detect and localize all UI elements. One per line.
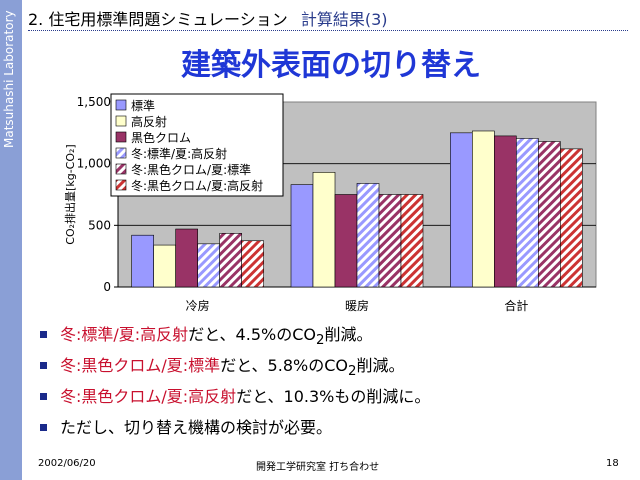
legend-swatch: [115, 147, 127, 159]
section-number: 2.: [28, 10, 44, 29]
bar: [290, 184, 314, 288]
bullet-marker: [40, 393, 47, 400]
slide-title: 建築外表面の切り替え: [181, 48, 481, 83]
legend-entry: 冬:黒色クロム/夏:標準: [131, 162, 251, 177]
bullet-text: だと、4.5%のCO: [188, 325, 316, 344]
bar: [197, 243, 220, 288]
footer-meeting: 開発工学研究室 打ち合わせ: [256, 462, 380, 473]
header-divider: [28, 30, 628, 31]
legend-entry: 冬:黒色クロム/夏:高反射: [131, 178, 263, 193]
bar: [378, 194, 402, 288]
legend-entry: 黒色クロム: [131, 131, 191, 145]
bullet-item: 冬:黒色クロム/夏:高反射だと、10.3%もの削減に。: [40, 384, 630, 415]
legend-swatch: [115, 99, 127, 111]
y-tick-label: 500: [88, 218, 111, 232]
footer-date: 2002/06/20: [38, 458, 96, 469]
bullet-item: ただし、切り替え機構の検討が必要。: [40, 415, 630, 446]
bullet-highlight: 冬:黒色クロム/夏:高反射: [60, 387, 237, 406]
section-title: 住宅用標準問題シミュレーション: [48, 10, 288, 29]
bar: [472, 130, 495, 288]
bar: [334, 194, 358, 288]
y-tick-label: 1,000: [77, 157, 111, 171]
bar: [450, 132, 473, 288]
bar: [516, 138, 539, 288]
bullet-text-end: 削減。: [324, 325, 373, 344]
bar: [131, 234, 154, 288]
footer-page-number: 18: [606, 458, 619, 469]
bullet-item: 冬:黒色クロム/夏:標準だと、5.8%のCO2削減。: [40, 353, 630, 384]
legend-entry: 標準: [131, 98, 155, 113]
legend: [110, 93, 284, 197]
bullet-highlight: 冬:黒色クロム/夏:標準: [60, 356, 221, 375]
legend-entry: 高反射: [131, 114, 167, 129]
bar: [494, 135, 517, 288]
bar: [400, 194, 424, 288]
y-axis-label: CO₂排出量[kg-CO₂]: [63, 144, 77, 244]
legend-swatch: [115, 131, 127, 143]
bar: [175, 228, 198, 288]
sidebar-band: Matsuhashi Laboratory: [0, 0, 22, 480]
lab-name: Matsuhashi Laboratory: [2, 10, 16, 148]
x-category-label: 暖房: [345, 298, 369, 313]
bullet-text-end: 削減。: [356, 356, 405, 375]
x-category-label: 冷房: [186, 298, 210, 313]
bullet-marker: [40, 362, 47, 369]
bullet-subscript: 2: [347, 364, 357, 380]
bullet-list: 冬:標準/夏:高反射だと、4.5%のCO2削減。 冬:黒色クロム/夏:標準だと、…: [40, 322, 630, 446]
bar: [356, 183, 380, 288]
slide-header: 2. 住宅用標準問題シミュレーション 計算結果(3): [28, 6, 388, 30]
bullet-text: だと、10.3%もの削減に。: [236, 387, 431, 406]
legend-entry: 冬:標準/夏:高反射: [131, 146, 227, 161]
bar: [241, 240, 264, 288]
bullet-item: 冬:標準/夏:高反射だと、4.5%のCO2削減。: [40, 322, 630, 353]
bar: [312, 172, 336, 288]
bullet-marker: [40, 424, 47, 431]
bullet-text: ただし、切り替え機構の検討が必要。: [60, 418, 333, 437]
bullet-subscript: 2: [315, 333, 325, 349]
bullet-marker: [40, 331, 47, 338]
legend-swatch: [115, 163, 127, 175]
y-tick-label: 1,500: [77, 95, 111, 109]
bar-chart: 0 500 1,000 1,500 CO₂排出量[kg-CO₂] 冷房 暖房 合計 標準高反射黒…: [63, 93, 597, 313]
bar: [560, 148, 583, 288]
y-tick-label: 0: [103, 280, 111, 294]
x-category-label: 合計: [504, 298, 528, 313]
bar: [153, 244, 176, 288]
legend-swatch: [115, 179, 127, 191]
section-subtitle: 計算結果(3): [300, 10, 388, 29]
bullet-text: だと、5.8%のCO: [220, 356, 348, 375]
bar: [219, 233, 242, 288]
bullet-highlight: 冬:標準/夏:高反射: [60, 325, 189, 344]
bar: [538, 141, 561, 288]
legend-swatch: [115, 115, 127, 127]
